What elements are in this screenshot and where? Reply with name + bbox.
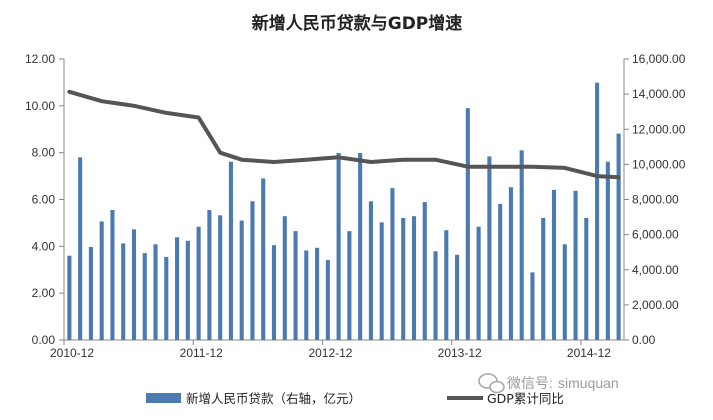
loan-bar <box>487 156 492 340</box>
loan-bar <box>551 189 557 340</box>
x-axis-tick-label: 2011-12 <box>180 346 223 360</box>
loan-bar <box>239 220 244 340</box>
right-axis-tick-label: 6,000.00 <box>632 228 679 242</box>
loan-bar <box>433 251 438 340</box>
loan-bar <box>379 222 384 340</box>
left-axis-tick-label: 4.00 <box>32 239 56 253</box>
line-series <box>67 89 621 180</box>
right-axis-tick-label: 2,000.00 <box>632 298 679 312</box>
left-axis-tick-label: 0.00 <box>32 333 56 347</box>
loan-bar <box>401 217 406 340</box>
loan-bar <box>595 82 600 340</box>
loan-bar <box>271 245 277 340</box>
loan-bar <box>218 215 223 340</box>
loan-bar <box>562 244 567 340</box>
legend-swatch-bars <box>146 393 181 403</box>
right-axis-tick-label: 14,000.00 <box>632 87 686 101</box>
loan-bar <box>444 230 449 340</box>
loan-bar <box>465 108 470 340</box>
loan-bar <box>541 217 546 340</box>
loan-bar <box>282 216 287 340</box>
loan-bar <box>175 237 180 340</box>
loan-bar <box>293 231 298 340</box>
loan-bar <box>153 244 158 340</box>
wechat-logo-icon <box>478 373 505 394</box>
loan-bar <box>185 240 190 340</box>
right-axis-tick-label: 12,000.00 <box>632 122 686 136</box>
loan-bar <box>78 157 83 340</box>
gdp-line <box>67 89 621 180</box>
loan-bar <box>250 201 255 340</box>
legend-label-line: GDP累计同比 <box>487 391 564 406</box>
loan-bar <box>358 152 363 340</box>
left-axis-tick-label: 8.00 <box>32 146 56 160</box>
loan-bar <box>99 221 104 340</box>
loan-bar <box>508 187 513 340</box>
right-axis-tick-label: 4,000.00 <box>632 263 679 277</box>
loan-bar <box>142 253 147 340</box>
left-axis-tick-label: 12.00 <box>25 52 55 66</box>
loan-bar <box>121 243 126 340</box>
loan-bar <box>88 246 93 340</box>
right-axis-tick-label: 10,000.00 <box>632 157 686 171</box>
left-axis-tick-label: 10.00 <box>25 99 55 113</box>
loan-bar <box>196 226 201 340</box>
loan-bar <box>228 161 233 340</box>
loan-bar <box>573 190 578 340</box>
right-axis-tick-label: 0.00 <box>632 333 656 347</box>
loan-bar <box>368 201 373 340</box>
loan-bar <box>164 256 169 340</box>
loan-bar <box>519 150 524 340</box>
loan-bar <box>605 161 610 340</box>
loan-bar <box>530 272 535 340</box>
loan-bar <box>304 250 309 340</box>
x-axis-tick-label: 2014-12 <box>567 346 611 360</box>
legend-label-bars: 新增人民币贷款（右轴，亿元） <box>186 391 361 406</box>
tick-labels: 0.00 2.00 4.00 6.00 8.00 10.00 12.00 0.00 2,000.… <box>25 52 686 360</box>
loan-bar <box>390 188 395 340</box>
loan-bar <box>131 229 137 340</box>
right-axis-tick-label: 16,000.00 <box>632 52 686 66</box>
loan-bar <box>336 152 341 340</box>
x-axis-tick-label: 2012-12 <box>308 346 352 360</box>
loan-bar <box>498 203 503 340</box>
loan-bar <box>455 254 460 340</box>
bar-series <box>67 82 621 340</box>
loan-bar <box>110 210 115 340</box>
loan-bar <box>616 133 621 340</box>
watermark-account: simuquan <box>558 375 619 391</box>
right-axis-tick-label: 8,000.00 <box>632 193 679 207</box>
x-axis-tick-label: 2013-12 <box>438 346 482 360</box>
legend: 新增人民币贷款（右轴，亿元） GDP累计同比 <box>146 391 564 406</box>
loan-bar <box>325 260 330 340</box>
x-axis-tick-label: 2010-12 <box>50 346 94 360</box>
loan-bar <box>261 178 266 340</box>
loan-bar <box>422 202 427 340</box>
watermark: 微信号: simuquan <box>478 373 619 394</box>
loan-bar <box>584 217 589 340</box>
left-axis-tick-label: 6.00 <box>32 193 56 207</box>
left-axis-tick-label: 2.00 <box>32 286 56 300</box>
loan-bar <box>315 247 320 340</box>
chart-title: 新增人民币贷款与GDP增速 <box>252 13 463 34</box>
watermark-prefix: 微信号: <box>507 375 553 391</box>
loan-bar <box>347 231 352 340</box>
loan-bar <box>207 210 212 340</box>
loan-bar <box>476 226 481 340</box>
loan-bar <box>411 216 417 340</box>
loan-bar <box>67 255 72 340</box>
